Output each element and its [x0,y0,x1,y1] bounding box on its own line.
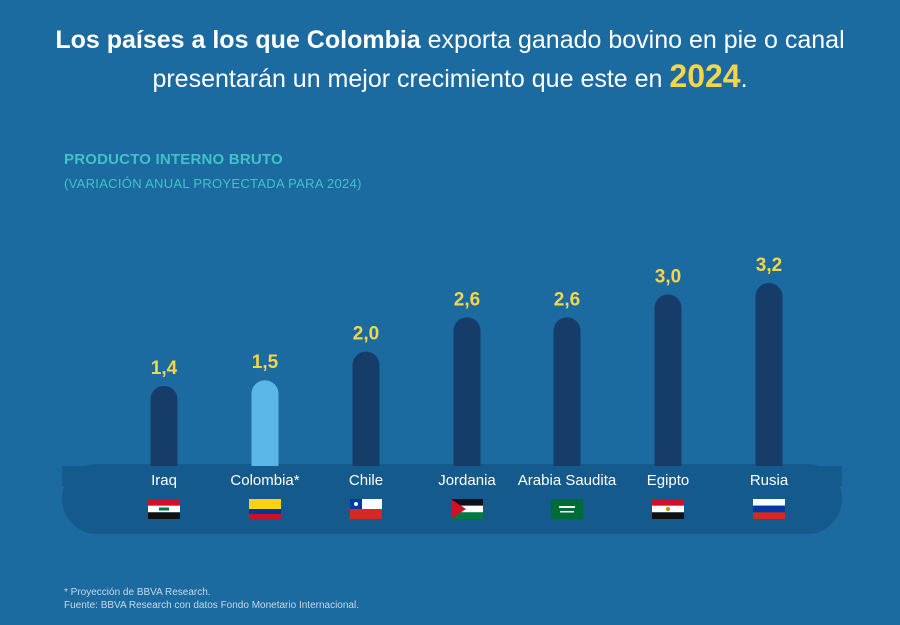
category-label: Chile [349,472,383,489]
headline-bold: Los países a los que Colombia [55,26,421,54]
headline-year: 2024 [669,58,741,94]
colombia-flag-icon [249,499,281,519]
bar-iraq [150,385,178,480]
egypt-flag-icon [652,499,684,519]
bar-egipto [654,294,682,480]
bar-chile [352,351,380,480]
chart-title: PRODUCTO INTERNO BRUTO [64,151,283,168]
headline-rest: exporta ganado bovino en pie o canal pre… [152,26,845,93]
strip-top-cover [62,466,842,486]
value-label: 1,5 [252,352,279,373]
value-label: 3,2 [756,255,782,276]
value-label: 3,0 [655,266,681,287]
bar-jordania [453,317,481,480]
russia-flag-icon [753,499,785,519]
footnote-source: Fuente: BBVA Research con datos Fondo Mo… [64,600,359,611]
category-label: Egipto [647,472,690,489]
chart-subtitle: (VARIACIÓN ANUAL PROYECTADA PARA 2024) [64,176,362,191]
saudi-arabia-flag-icon [551,499,583,519]
bar-arabia-saudita [553,317,581,480]
category-label: Rusia [750,472,789,489]
category-label: Colombia* [230,472,299,489]
footnote-note: * Proyección de BBVA Research. [64,587,211,598]
category-label: Jordania [438,472,496,489]
headline: Los países a los que Colombia exporta ga… [40,22,860,97]
category-label: Iraq [151,472,177,489]
headline-period: . [740,65,748,93]
iraq-flag-icon [148,499,180,519]
bar-colombia [251,380,279,480]
chile-flag-icon [350,499,382,519]
category-label: Arabia Saudita [518,472,617,489]
value-label: 1,4 [151,358,178,379]
bar-rusia [755,283,783,480]
value-label: 2,6 [554,289,580,310]
jordan-flag-icon [451,499,483,519]
footnotes: * Proyección de BBVA Research. Fuente: B… [64,586,359,612]
value-label: 2,6 [454,289,480,310]
value-label: 2,0 [353,324,379,345]
